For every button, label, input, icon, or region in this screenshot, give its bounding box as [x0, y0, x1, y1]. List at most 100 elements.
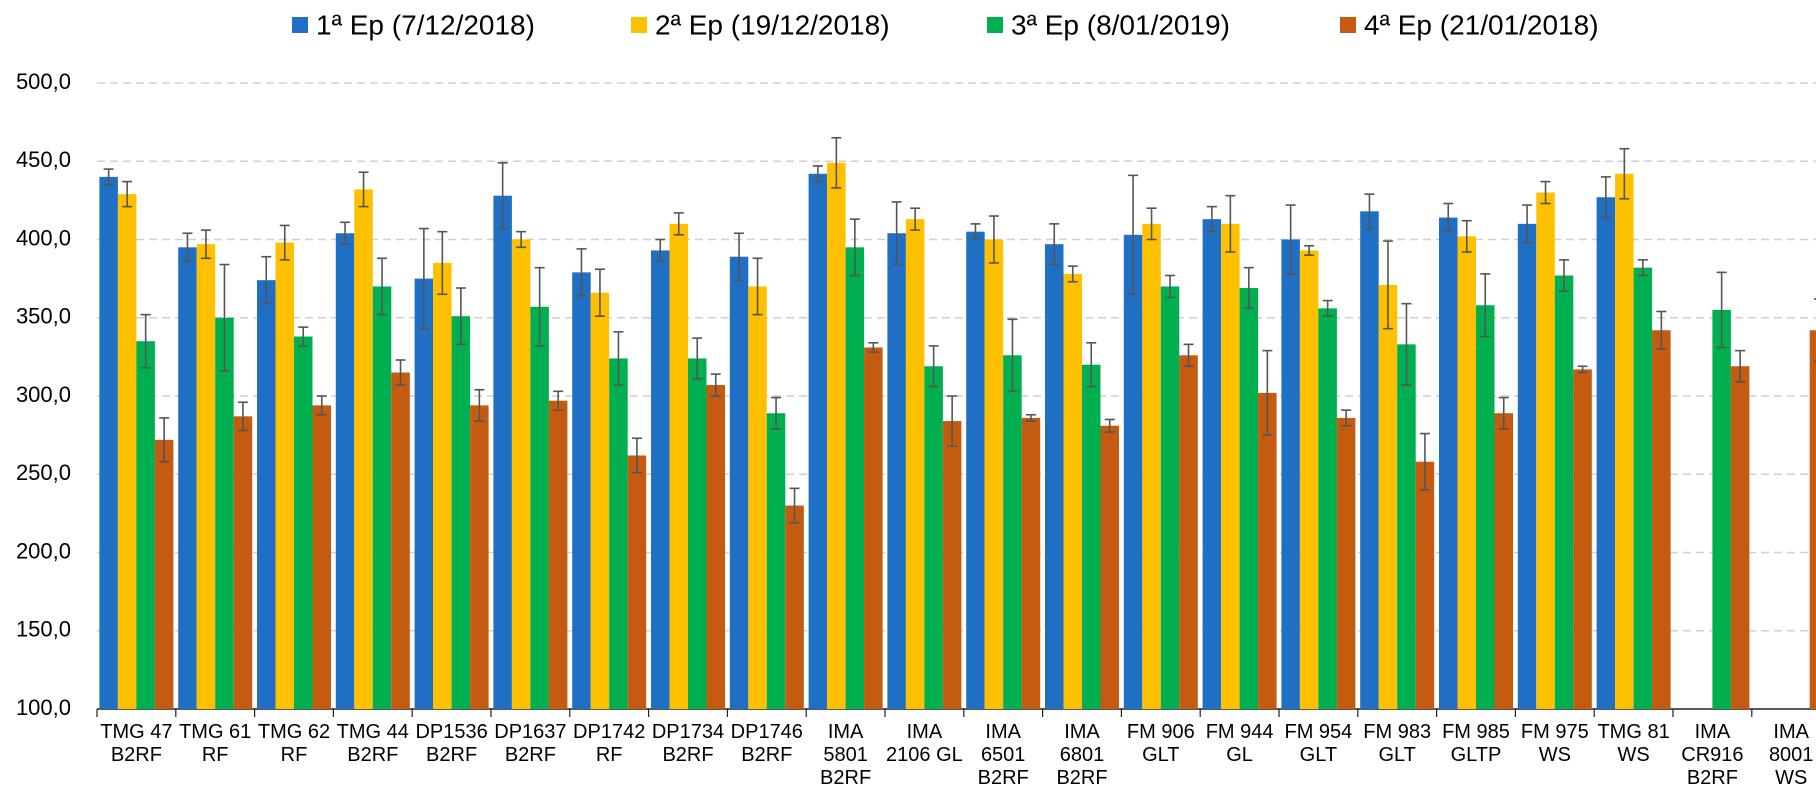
error-bar — [849, 218, 860, 277]
error-bar — [631, 437, 642, 474]
bar — [451, 316, 471, 709]
bar — [572, 272, 591, 709]
legend-swatch — [292, 17, 308, 33]
bar — [1809, 330, 1816, 709]
error-bar — [1128, 174, 1139, 296]
bar — [335, 233, 355, 710]
x-tick-label: FM 985 GLTP — [1442, 721, 1510, 766]
error-bar — [1104, 418, 1115, 433]
bar — [627, 455, 647, 709]
error-bar — [553, 390, 564, 411]
bar — [1239, 288, 1259, 709]
legend-label: 4ª Ep (21/01/2018) — [1364, 9, 1599, 40]
x-tick-label: IMA CR916 B2RF — [1681, 721, 1744, 789]
legend-label: 3ª Ep (8/01/2019) — [1011, 9, 1230, 40]
x-tick-label: DP1742 RF — [573, 721, 646, 766]
x-tick-label: IMA 8001 WS — [1768, 721, 1814, 789]
x-tick-label: TMG 62 RF — [257, 721, 331, 766]
error-bar — [140, 313, 151, 369]
bar — [887, 233, 906, 710]
error-bar — [771, 396, 782, 430]
error-bar — [1049, 223, 1060, 266]
legend-swatch — [631, 17, 647, 33]
error-bar — [1600, 176, 1611, 219]
bar — [275, 242, 294, 709]
legend-label: 2ª Ep (19/12/2018) — [655, 9, 890, 40]
bar — [1457, 236, 1476, 709]
legend-swatch — [987, 17, 1003, 33]
x-tick-label: TMG 81 WS — [1597, 721, 1670, 766]
error-bar — [497, 162, 508, 230]
bar — [1554, 275, 1574, 709]
error-bar — [418, 227, 429, 330]
bar — [984, 239, 1004, 709]
bar — [196, 244, 216, 709]
error-bar — [219, 263, 230, 372]
bar — [748, 286, 767, 709]
bar — [1123, 234, 1143, 709]
error-bar — [437, 230, 448, 296]
bar — [785, 505, 804, 709]
bar — [1378, 284, 1398, 709]
bar — [864, 347, 883, 709]
error-bar — [947, 395, 958, 447]
bar — [178, 247, 197, 709]
bar — [924, 366, 943, 709]
bar — [233, 416, 253, 709]
x-tick-label: DP1637 B2RF — [494, 721, 567, 766]
bar — [942, 421, 962, 709]
error-bar — [1322, 299, 1333, 317]
error-bar — [710, 373, 721, 397]
bar — [1281, 239, 1300, 709]
error-bar — [534, 266, 545, 347]
bar — [548, 400, 568, 709]
bar — [1299, 250, 1319, 709]
error-bar — [1304, 244, 1315, 256]
error-bar — [1382, 240, 1393, 330]
error-bar — [692, 337, 703, 380]
error-bar — [122, 180, 133, 208]
error-bar — [298, 326, 309, 347]
bar — [117, 194, 137, 710]
error-bar — [1540, 180, 1551, 205]
bar — [372, 286, 392, 709]
error-bar — [734, 232, 745, 281]
error-bar — [1086, 341, 1097, 388]
bar — [354, 189, 373, 710]
y-tick-label: 350,0 — [16, 304, 71, 329]
error-bar — [576, 248, 587, 297]
bar — [154, 439, 174, 709]
error-bar — [237, 401, 248, 432]
y-tick-label: 100,0 — [16, 695, 71, 720]
x-tick-label: IMA 2106 GL — [886, 721, 963, 766]
bar — [688, 358, 707, 709]
error-bar — [261, 255, 272, 305]
error-bar — [1341, 409, 1352, 427]
bar — [1573, 369, 1592, 709]
error-bar — [673, 212, 684, 236]
error-bar — [1364, 193, 1375, 230]
legend-swatch — [1340, 17, 1356, 33]
error-bar — [613, 331, 624, 386]
bar — [1100, 425, 1119, 709]
error-bar — [1401, 302, 1412, 386]
bar — [294, 336, 313, 709]
bar — [1021, 417, 1041, 709]
bar — [827, 162, 846, 709]
error-bar — [1285, 204, 1296, 275]
error-bar — [891, 201, 902, 266]
x-tick-label: FM 983 GLT — [1363, 721, 1432, 766]
bar — [1397, 344, 1416, 709]
bar — [391, 372, 410, 709]
y-tick-label: 300,0 — [16, 382, 71, 407]
legend-label: 1ª Ep (7/12/2018) — [316, 9, 535, 40]
y-tick-label: 200,0 — [16, 538, 71, 563]
error-bar — [516, 230, 527, 249]
error-bar — [1262, 349, 1273, 436]
bar — [1652, 330, 1671, 709]
error-bar — [789, 487, 800, 524]
bar — [609, 358, 628, 709]
error-bar — [395, 359, 406, 386]
error-bar — [159, 417, 170, 463]
